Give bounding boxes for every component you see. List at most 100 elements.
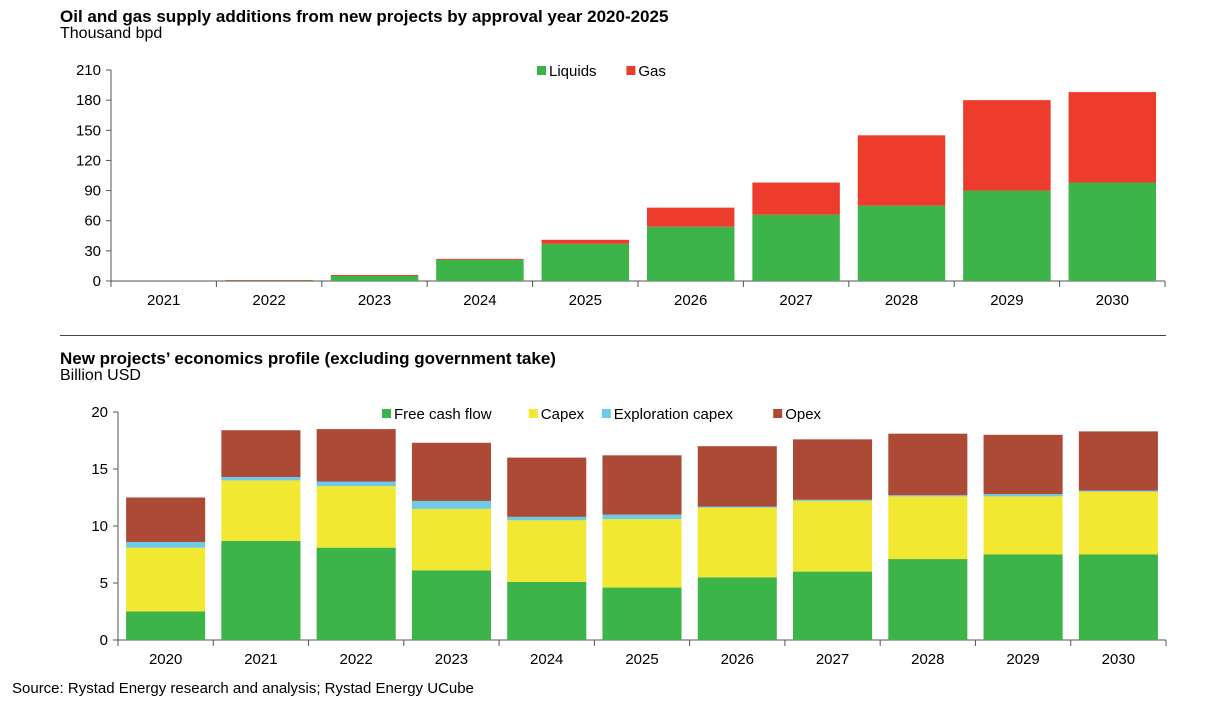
chart2-legend-label: Exploration capex (614, 406, 734, 423)
chart1-bar-gas (857, 135, 946, 206)
chart2-legend-swatch (528, 409, 538, 418)
chart1-bar-liquids (646, 226, 735, 281)
chart1-y-tick-label: 210 (76, 62, 101, 79)
chart1-bar-gas (225, 279, 313, 281)
chart-divider (60, 335, 1166, 336)
chart1-x-tick-label: 2025 (569, 292, 602, 309)
chart2-bar-exploration-capex (697, 506, 777, 508)
chart1-legend-label: Liquids (549, 63, 597, 80)
chart2-bar-exploration-capex (602, 514, 682, 520)
chart2-bar-capex (1078, 491, 1158, 555)
chart2-bar-capex (602, 519, 682, 588)
chart2-legend-label: Free cash flow (394, 406, 492, 423)
chart2-bar-opex (793, 439, 873, 500)
chart1-legend-label: Gas (638, 63, 666, 80)
chart1-bar-liquids (752, 214, 840, 281)
chart2-bar-opex (983, 434, 1063, 495)
chart2-bar-opex (602, 455, 682, 515)
chart1-y-tick-label: 150 (76, 122, 101, 139)
chart1-x-tick-label: 2022 (252, 292, 285, 309)
chart2-bar-opex (697, 446, 777, 507)
chart2-bar-opex (411, 442, 491, 501)
chart1-y-tick-label: 180 (76, 92, 101, 109)
chart2-bar-opex (221, 430, 301, 477)
chart2-bar-capex (983, 496, 1063, 555)
chart2-y-tick-label: 5 (100, 575, 108, 592)
chart2-bar-opex (888, 433, 968, 496)
chart2-legend-swatch (382, 409, 391, 418)
chart2-bar-exploration-capex (793, 499, 873, 501)
chart1-y-tick-label: 60 (84, 213, 101, 230)
chart2-bar-capex (221, 480, 301, 541)
chart2-bar-free-cash-flow (411, 570, 491, 640)
chart2-x-tick-label: 2023 (435, 651, 468, 668)
chart2-x-tick-label: 2030 (1102, 651, 1135, 668)
chart1-bar-liquids (541, 243, 630, 281)
chart2-bar-capex (411, 508, 491, 571)
chart1-title: Oil and gas supply additions from new pr… (60, 7, 669, 26)
chart2-bar-free-cash-flow (316, 547, 396, 640)
chart2-x-tick-label: 2021 (244, 651, 277, 668)
chart1-x-tick-label: 2024 (463, 292, 496, 309)
chart1-x-tick-label: 2030 (1096, 292, 1129, 309)
chart2-x-tick-label: 2022 (339, 651, 372, 668)
chart1-x-tick-label: 2023 (358, 292, 391, 309)
chart2-bar-exploration-capex (983, 494, 1063, 497)
chart2-bar-free-cash-flow (793, 571, 873, 640)
chart1-x-tick-label: 2029 (990, 292, 1023, 309)
chart2-y-tick-label: 0 (100, 632, 108, 649)
chart2-bar-capex (316, 486, 396, 548)
chart1-x-tick-label: 2026 (674, 292, 707, 309)
chart1-x-tick-label: 2027 (779, 292, 812, 309)
chart1-bar-gas (646, 207, 735, 227)
chart2-unit-label: Billion USD (60, 367, 141, 384)
chart1-bar-gas (541, 239, 630, 244)
chart2-bar-capex (793, 500, 873, 572)
chart1-bar-gas (752, 182, 840, 215)
chart2-legend-swatch (773, 409, 783, 418)
chart2-bar-free-cash-flow (507, 581, 587, 640)
chart1-unit-label: Thousand bpd (60, 25, 163, 42)
chart2-bar-free-cash-flow (1078, 554, 1158, 640)
chart2-legend-label: Capex (541, 406, 585, 423)
chart2-bar-exploration-capex (221, 476, 301, 481)
chart2-x-tick-label: 2028 (911, 651, 944, 668)
chart1-bar-liquids (963, 190, 1051, 281)
chart1-bar-liquids (1068, 182, 1157, 281)
chart2-y-tick-label: 15 (91, 461, 108, 478)
chart2-bar-opex (126, 497, 206, 542)
chart1-bar-liquids (225, 280, 313, 281)
chart2-bar-exploration-capex (1078, 490, 1158, 492)
chart2-bar-free-cash-flow (983, 554, 1063, 640)
chart2-y-tick-label: 10 (91, 518, 108, 535)
chart1-plot: 0 30 60 90 120 150 180 210 2021 2022 2023 2024 2025 2… (76, 62, 1166, 309)
chart2-bar-opex (507, 457, 587, 517)
chart1-y-tick-label: 120 (76, 152, 101, 169)
source-note: Source: Rystad Energy research and analy… (12, 680, 474, 697)
chart2-bar-capex (697, 507, 777, 578)
chart2-bar-capex (126, 547, 206, 612)
chart2-bar-capex (888, 496, 968, 560)
chart2-title: New projects’ economics profile (excludi… (60, 349, 556, 368)
chart1-bar-liquids (330, 275, 419, 281)
chart1-bar-liquids (436, 259, 524, 281)
chart1-x-tick-label: 2021 (147, 292, 180, 309)
chart2-y-tick-label: 20 (91, 404, 108, 421)
chart2-bar-exploration-capex (316, 481, 396, 487)
chart1-y-tick-label: 0 (93, 273, 101, 290)
chart2-bar-exploration-capex (507, 516, 587, 521)
chart1-y-tick-label: 90 (84, 183, 101, 200)
chart2-x-tick-label: 2027 (816, 651, 849, 668)
chart1-bar-gas (436, 258, 524, 260)
chart2-bar-free-cash-flow (602, 587, 682, 640)
chart2-x-tick-label: 2029 (1006, 651, 1039, 668)
chart2-bar-free-cash-flow (126, 611, 206, 640)
chart2-x-tick-label: 2026 (721, 651, 754, 668)
chart1-x-tick-label: 2028 (885, 292, 918, 309)
chart2-bar-exploration-capex (126, 541, 206, 548)
chart2-bar-exploration-capex (411, 500, 491, 509)
chart2-bar-opex (316, 429, 396, 482)
chart1-bar-gas (963, 100, 1051, 191)
chart1-bar-gas (1068, 92, 1157, 183)
chart2-bar-opex (1078, 431, 1158, 491)
